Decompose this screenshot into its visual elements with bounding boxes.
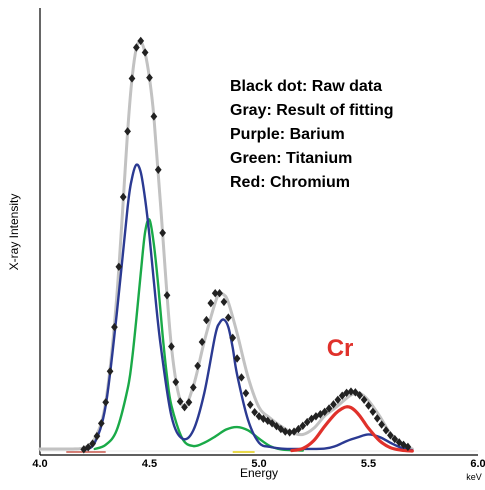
titanium-curve [93,218,304,452]
raw-data-point [194,361,202,371]
chromium-curve [290,405,414,453]
x-tick-label: 5.0 [251,458,266,470]
raw-data-point [246,400,254,409]
raw-data-point [387,431,394,440]
raw-data-point [347,387,355,396]
raw-data-point [391,434,399,444]
raw-data-point [211,289,219,298]
x-tick-label: 6.0 [470,458,485,470]
raw-data-point [124,127,131,136]
raw-data-point [172,377,180,387]
raw-data-point [189,383,197,392]
raw-data-point [119,192,127,202]
raw-data-point [84,443,92,452]
raw-data-point [229,333,237,343]
raw-data-point [141,48,149,57]
x-tick-label: 4.5 [142,458,157,470]
raw-data-point [185,398,193,407]
raw-data-point [176,397,184,406]
raw-data-point [365,401,372,410]
raw-data-point [102,398,110,407]
raw-data-point [373,414,381,423]
raw-data-point [360,395,368,404]
raw-data-point [378,420,385,429]
raw-data-point [93,431,101,441]
plot-area [38,36,414,454]
raw-data-point [303,417,311,427]
raw-data-point [325,404,333,413]
x-tick-label: 5.5 [361,458,376,470]
raw-data-point [168,342,175,351]
raw-data-point [181,403,188,412]
raw-data-point [308,414,315,423]
raw-data-point [238,373,245,382]
legend-line-chromium: Red: Chromium [230,174,350,191]
x-tick-labels: 4.0 4.5 5.0 5.5 6.0 [32,458,485,470]
raw-data-point [137,36,145,46]
legend: Black dot: Raw data Gray: Result of fitt… [230,78,394,191]
raw-data-point [146,73,153,82]
raw-data-point [128,74,136,83]
raw-data-point [242,388,250,398]
barium-curve [82,163,414,452]
raw-data-point [207,298,215,308]
fit-curve [38,40,414,451]
raw-data-point [106,367,114,376]
legend-line-barium: Purple: Barium [230,126,345,143]
raw-data-point [369,407,377,416]
raw-data-point [133,43,140,52]
raw-data-point [382,426,390,435]
raw-data-point [159,228,166,238]
raw-data-point [233,354,241,363]
raw-data-point [163,291,171,300]
cr-annotation: Cr [327,335,354,362]
raw-data-point [154,165,162,174]
raw-data-point [330,400,337,409]
raw-data-point [286,428,294,437]
raw-data-point [334,395,342,404]
raw-data-point [97,419,105,428]
raw-data-point [295,424,302,434]
raw-data-point [404,442,412,452]
raw-data-point [321,407,329,416]
legend-line-raw: Black dot: Raw data [230,78,382,95]
raw-data-point [277,424,285,434]
raw-data-point [115,262,123,272]
raw-data-point [224,313,232,322]
raw-data-points [80,36,412,454]
raw-data-point [111,322,118,332]
raw-data-point [203,315,210,325]
raw-data-point [356,391,364,400]
y-axis-label: X-ray Intensity [7,194,21,271]
raw-data-point [281,427,289,436]
raw-data-point [251,407,258,417]
x-tick-label: 4.0 [32,458,47,470]
legend-line-titanium: Green: Titanium [230,150,352,167]
raw-data-point [150,112,158,121]
raw-data-point [216,289,223,298]
raw-data-point [352,388,359,397]
raw-data-point [343,388,350,397]
legend-line-fit: Gray: Result of fitting [230,102,394,119]
raw-data-point [198,337,206,347]
x-axis-label: Energy [240,466,278,480]
raw-data-point [220,297,228,307]
raw-data-point [299,421,307,431]
raw-data-point [89,439,96,448]
raw-data-point [273,422,280,431]
x-axis-unit: keV [466,472,482,482]
